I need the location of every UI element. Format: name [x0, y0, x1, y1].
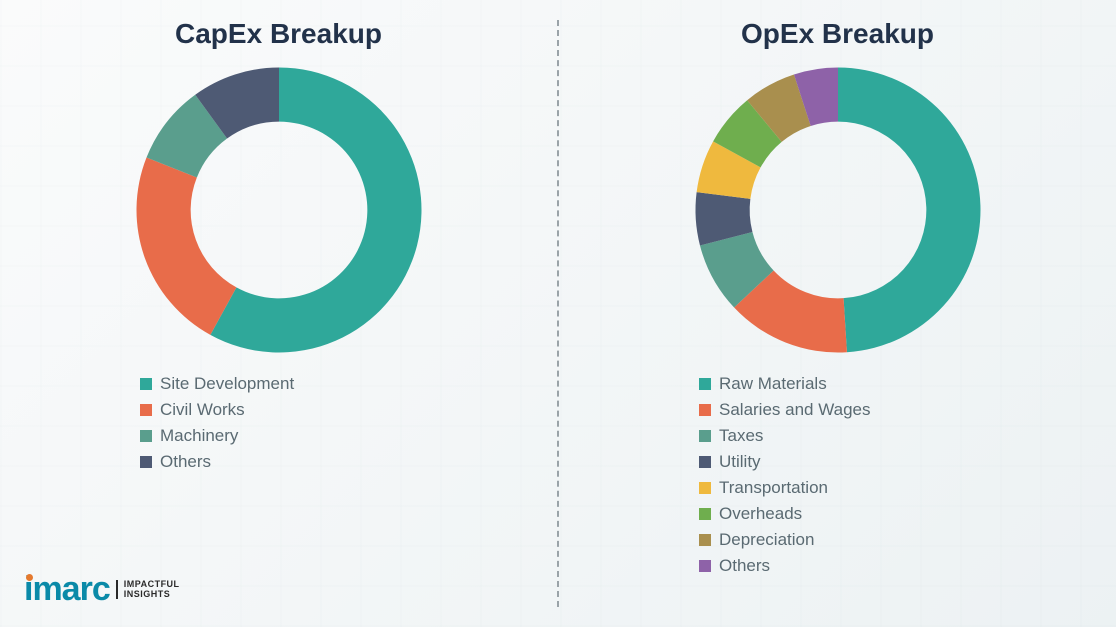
legend-item: Depreciation	[699, 530, 871, 550]
opex-donut	[688, 60, 988, 360]
legend-item: Others	[699, 556, 871, 576]
legend-item: Salaries and Wages	[699, 400, 871, 420]
legend-swatch-icon	[140, 404, 152, 416]
legend-label: Raw Materials	[719, 374, 827, 394]
legend-label: Civil Works	[160, 400, 245, 420]
legend-swatch-icon	[699, 404, 711, 416]
legend-item: Utility	[699, 452, 871, 472]
legend-label: Others	[719, 556, 770, 576]
logo-tagline-l2: INSIGHTS	[124, 589, 171, 599]
legend-swatch-icon	[140, 456, 152, 468]
legend-label: Taxes	[719, 426, 763, 446]
legend-swatch-icon	[699, 378, 711, 390]
legend-swatch-icon	[699, 430, 711, 442]
legend-swatch-icon	[140, 378, 152, 390]
legend-swatch-icon	[699, 560, 711, 572]
legend-swatch-icon	[699, 456, 711, 468]
opex-title: OpEx Breakup	[741, 18, 934, 50]
legend-item: Machinery	[140, 426, 294, 446]
legend-swatch-icon	[699, 534, 711, 546]
legend-label: Salaries and Wages	[719, 400, 871, 420]
legend-swatch-icon	[140, 430, 152, 442]
legend-label: Utility	[719, 452, 761, 472]
legend-item: Civil Works	[140, 400, 294, 420]
legend-item: Taxes	[699, 426, 871, 446]
capex-panel: CapEx Breakup Site Development Civil Work…	[0, 0, 557, 627]
chart-container: CapEx Breakup Site Development Civil Work…	[0, 0, 1116, 627]
opex-legend: Raw Materials Salaries and Wages Taxes Util…	[559, 374, 871, 576]
brand-logo: imarc IMPACTFUL INSIGHTS	[24, 570, 180, 609]
legend-swatch-icon	[699, 482, 711, 494]
opex-panel: OpEx Breakup Raw Materials Salaries and W…	[559, 0, 1116, 627]
capex-title: CapEx Breakup	[175, 18, 382, 50]
donut-slice	[136, 158, 236, 335]
capex-donut	[129, 60, 429, 360]
legend-item: Transportation	[699, 478, 871, 498]
legend-label: Others	[160, 452, 211, 472]
legend-swatch-icon	[699, 508, 711, 520]
legend-label: Overheads	[719, 504, 802, 524]
donut-slice	[838, 68, 981, 353]
legend-item: Others	[140, 452, 294, 472]
logo-dot-icon	[26, 574, 33, 581]
logo-text: imarc	[24, 570, 110, 608]
capex-legend: Site Development Civil Works Machinery Othe…	[0, 374, 294, 472]
legend-item: Raw Materials	[699, 374, 871, 394]
logo-wordmark: imarc	[24, 570, 110, 609]
logo-tagline: IMPACTFUL INSIGHTS	[116, 580, 180, 599]
legend-item: Overheads	[699, 504, 871, 524]
legend-label: Machinery	[160, 426, 238, 446]
legend-item: Site Development	[140, 374, 294, 394]
legend-label: Site Development	[160, 374, 294, 394]
legend-label: Depreciation	[719, 530, 814, 550]
legend-label: Transportation	[719, 478, 828, 498]
